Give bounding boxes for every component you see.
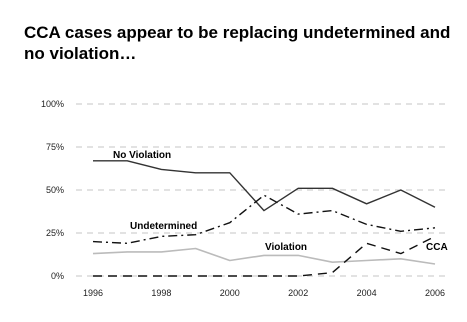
cca-line	[93, 235, 436, 277]
x-tick-label: 1996	[83, 288, 103, 298]
y-tick-label: 50%	[46, 185, 64, 195]
x-tick-label: 2006	[425, 288, 445, 298]
x-tick-label: 1998	[151, 288, 171, 298]
violation-label: Violation	[265, 242, 307, 253]
chart-title: CCA cases appear to be replacing undeter…	[24, 23, 451, 63]
y-tick-label: 75%	[46, 142, 64, 152]
y-tick-label: 25%	[46, 228, 64, 238]
series-lines	[92, 160, 436, 277]
no-violation-label: No Violation	[113, 150, 171, 161]
y-axis-labels: 0% 25% 50% 75% 100%	[41, 99, 64, 281]
cca-label: CCA	[426, 242, 448, 253]
violation-line	[92, 247, 436, 265]
y-tick-label: 100%	[41, 99, 64, 109]
undetermined-label: Undetermined	[130, 221, 197, 232]
gridlines	[76, 103, 450, 277]
no-violation-line	[93, 160, 436, 212]
x-tick-label: 2002	[288, 288, 308, 298]
x-tick-label: 2004	[357, 288, 377, 298]
series-labels: No Violation Undetermined Violation CCA	[113, 150, 448, 253]
x-tick-label: 2000	[220, 288, 240, 298]
undetermined-line	[92, 194, 436, 245]
y-tick-label: 0%	[51, 271, 64, 281]
x-axis-labels: 1996 1998 2000 2002 2004 2006	[83, 288, 445, 298]
